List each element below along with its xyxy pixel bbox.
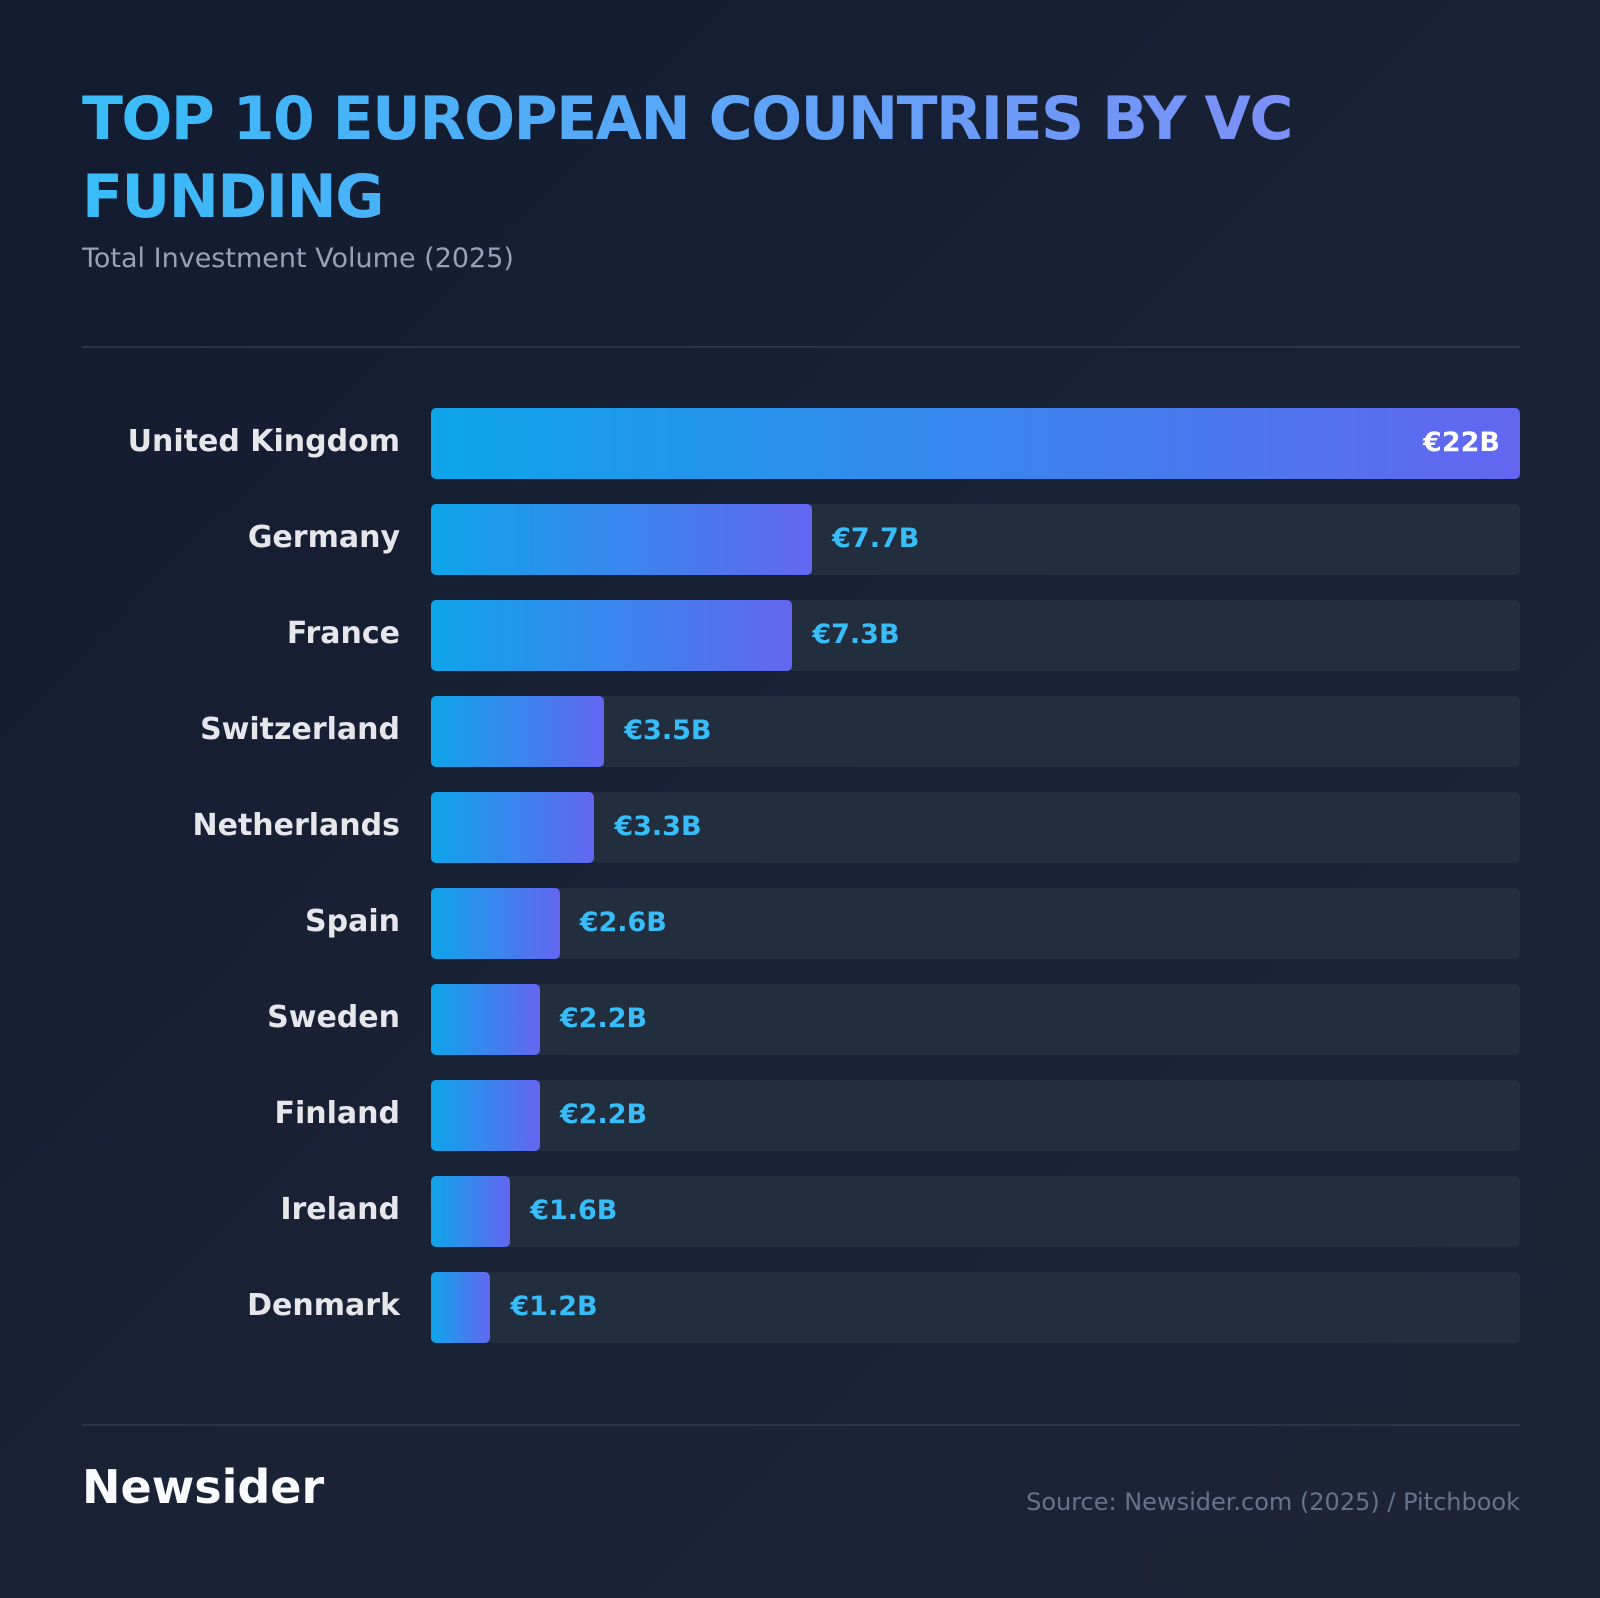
chart-title: TOP 10 EUROPEAN COUNTRIES BY VC FUNDING xyxy=(82,80,1382,236)
divider xyxy=(82,346,1520,348)
bar-track xyxy=(431,888,1520,959)
bar xyxy=(431,408,1520,479)
chart-subtitle: Total Investment Volume (2025) xyxy=(82,243,514,274)
category-label: Spain xyxy=(305,904,400,939)
value-label: €7.7B xyxy=(832,523,920,554)
bar xyxy=(431,1272,491,1343)
divider xyxy=(82,1424,1520,1426)
bar-track xyxy=(431,1272,1520,1343)
value-label: €1.6B xyxy=(530,1195,618,1226)
category-label: Switzerland xyxy=(200,712,400,747)
category-label: Finland xyxy=(274,1096,401,1131)
bar xyxy=(431,600,793,671)
bar xyxy=(431,984,540,1055)
bar-track xyxy=(431,1080,1520,1151)
bar xyxy=(431,792,595,863)
bar xyxy=(431,696,605,767)
bar-track xyxy=(431,696,1520,767)
category-label: Denmark xyxy=(247,1288,400,1323)
category-label: Netherlands xyxy=(192,808,400,843)
bar-track xyxy=(431,792,1520,863)
category-label: United Kingdom xyxy=(127,424,400,459)
value-label: €7.3B xyxy=(812,619,900,650)
value-label: €2.2B xyxy=(559,1099,648,1130)
bar xyxy=(431,1080,540,1151)
bar xyxy=(431,1176,511,1247)
value-label: €3.3B xyxy=(614,811,702,842)
category-label: France xyxy=(286,616,400,651)
bar xyxy=(431,888,560,959)
source-note: Source: Newsider.com (2025) / Pitchbook xyxy=(1026,1488,1520,1516)
category-label: Ireland xyxy=(280,1192,400,1227)
category-label: Germany xyxy=(247,520,400,555)
value-label: €22B xyxy=(1423,427,1500,458)
brand-logo: Newsider xyxy=(82,1460,325,1514)
value-label: €3.5B xyxy=(624,715,712,746)
bar-track xyxy=(431,984,1520,1055)
value-label: €2.6B xyxy=(579,907,667,938)
category-label: Sweden xyxy=(267,1000,400,1035)
bar xyxy=(431,504,813,575)
bar-track xyxy=(431,1176,1520,1247)
value-label: €1.2B xyxy=(510,1291,598,1322)
value-label: €2.2B xyxy=(559,1003,648,1034)
